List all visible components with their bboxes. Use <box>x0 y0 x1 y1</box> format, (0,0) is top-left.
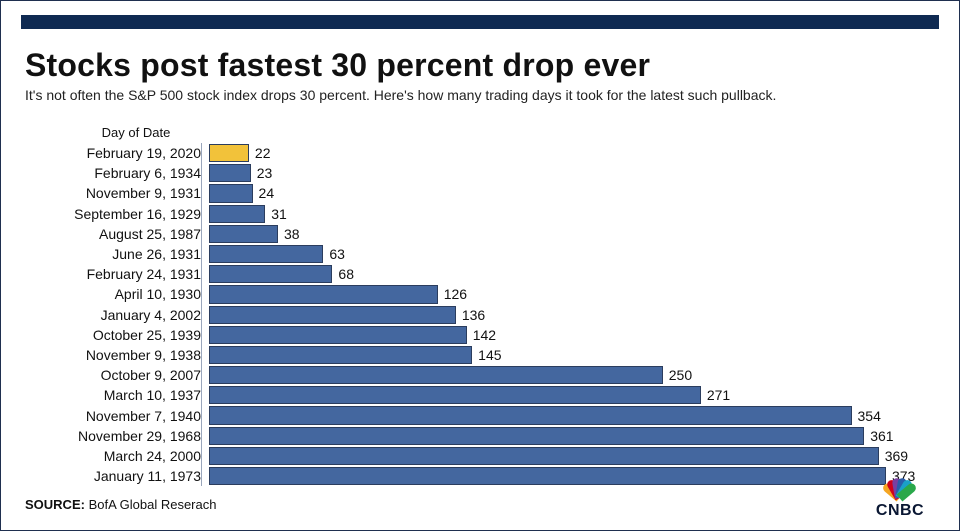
table-row: March 24, 2000 369 <box>1 446 959 466</box>
chart-subtitle: It's not often the S&P 500 stock index d… <box>25 87 776 103</box>
bar-wrap: 38 <box>209 224 935 244</box>
bar <box>209 406 852 424</box>
bar <box>209 144 249 162</box>
category-label: February 19, 2020 <box>1 145 209 161</box>
category-label: April 10, 1930 <box>1 286 209 302</box>
table-row: November 9, 1938 145 <box>1 345 959 365</box>
value-label: 23 <box>257 165 273 181</box>
value-label: 24 <box>259 185 275 201</box>
bar-wrap: 136 <box>209 305 935 325</box>
category-label: January 4, 2002 <box>1 307 209 323</box>
table-row: February 19, 2020 22 <box>1 143 959 163</box>
table-row: January 11, 1973373 <box>1 466 959 486</box>
bar <box>209 265 332 283</box>
category-label: November 9, 1938 <box>1 347 209 363</box>
table-row: April 10, 1930 126 <box>1 284 959 304</box>
bar <box>209 366 663 384</box>
category-label: March 24, 2000 <box>1 448 209 464</box>
table-row: November 9, 1931 24 <box>1 183 959 203</box>
category-label: February 24, 1931 <box>1 266 209 282</box>
source-line: SOURCE: BofA Global Reserach <box>25 497 216 512</box>
chart-frame: Stocks post fastest 30 percent drop ever… <box>0 0 960 531</box>
value-label: 126 <box>444 286 467 302</box>
category-label: March 10, 1937 <box>1 387 209 403</box>
cnbc-logo: CNBC <box>863 476 937 520</box>
chart-rows: February 19, 2020 22 February 6, 1934 23 Nov… <box>1 143 959 486</box>
value-label: 354 <box>858 408 881 424</box>
bar-wrap: 271 <box>209 385 935 405</box>
table-row: November 29, 1968 361 <box>1 426 959 446</box>
bar <box>209 184 253 202</box>
value-label: 68 <box>338 266 354 282</box>
table-row: October 9, 2007 250 <box>1 365 959 385</box>
bar <box>209 447 879 465</box>
value-label: 361 <box>870 428 893 444</box>
bar-wrap: 68 <box>209 264 935 284</box>
bar <box>209 245 323 263</box>
bar-wrap: 63 <box>209 244 935 264</box>
bar-wrap: 369 <box>209 446 935 466</box>
bar <box>209 164 251 182</box>
bar <box>209 326 467 344</box>
category-label: February 6, 1934 <box>1 165 209 181</box>
peacock-icon <box>875 476 925 498</box>
top-accent-bar <box>21 15 939 29</box>
table-row: January 4, 2002 136 <box>1 305 959 325</box>
bar-wrap: 126 <box>209 284 935 304</box>
source-prefix: SOURCE: <box>25 497 89 512</box>
table-row: October 25, 1939 142 <box>1 325 959 345</box>
value-label: 38 <box>284 226 300 242</box>
value-label: 136 <box>462 307 485 323</box>
category-label: January 11, 1973 <box>1 468 209 484</box>
category-label: August 25, 1987 <box>1 226 209 242</box>
table-row: August 25, 1987 38 <box>1 224 959 244</box>
category-label: November 7, 1940 <box>1 408 209 424</box>
table-row: February 6, 1934 23 <box>1 163 959 183</box>
category-label: June 26, 1931 <box>1 246 209 262</box>
table-row: June 26, 1931 63 <box>1 244 959 264</box>
bar <box>209 225 278 243</box>
bar <box>209 427 864 445</box>
bar <box>209 467 886 485</box>
bar-wrap: 250 <box>209 365 935 385</box>
table-row: March 10, 1937 271 <box>1 385 959 405</box>
value-label: 142 <box>473 327 496 343</box>
value-label: 145 <box>478 347 501 363</box>
category-label: October 9, 2007 <box>1 367 209 383</box>
bar <box>209 285 438 303</box>
value-label: 250 <box>669 367 692 383</box>
value-label: 22 <box>255 145 271 161</box>
bar <box>209 386 701 404</box>
category-label: November 29, 1968 <box>1 428 209 444</box>
bar-wrap: 145 <box>209 345 935 365</box>
cnbc-logo-text: CNBC <box>863 502 937 520</box>
table-row: September 16, 1929 31 <box>1 204 959 224</box>
axis-label: Day of Date <box>71 125 201 140</box>
bar-wrap: 373 <box>209 466 935 486</box>
source-text: BofA Global Reserach <box>89 497 217 512</box>
table-row: November 7, 1940 354 <box>1 405 959 425</box>
value-label: 271 <box>707 387 730 403</box>
category-label: September 16, 1929 <box>1 206 209 222</box>
value-label: 31 <box>271 206 287 222</box>
value-label: 63 <box>329 246 345 262</box>
bar-wrap: 24 <box>209 183 935 203</box>
bar <box>209 205 265 223</box>
bar <box>209 346 472 364</box>
bar-wrap: 22 <box>209 143 935 163</box>
table-row: February 24, 1931 68 <box>1 264 959 284</box>
bar-wrap: 31 <box>209 204 935 224</box>
value-label: 369 <box>885 448 908 464</box>
bar-wrap: 23 <box>209 163 935 183</box>
category-label: November 9, 1931 <box>1 185 209 201</box>
category-label: October 25, 1939 <box>1 327 209 343</box>
chart-title: Stocks post fastest 30 percent drop ever <box>25 47 650 84</box>
bar <box>209 306 456 324</box>
bar-wrap: 361 <box>209 426 935 446</box>
bar-wrap: 142 <box>209 325 935 345</box>
bar-wrap: 354 <box>209 405 935 425</box>
